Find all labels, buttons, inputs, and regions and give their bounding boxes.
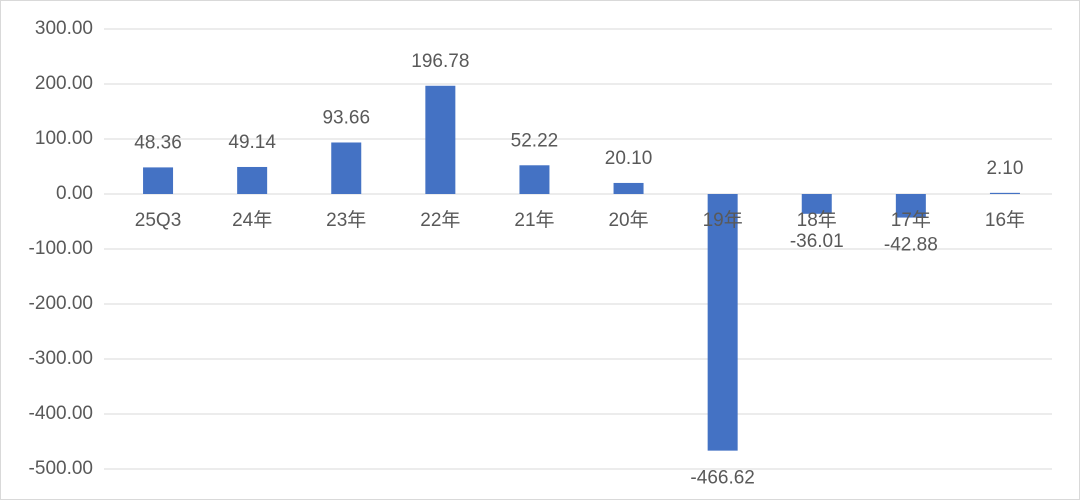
x-tick-label: 22年 bbox=[420, 209, 460, 231]
x-tick-label: 23年 bbox=[326, 209, 366, 231]
value-label: 93.66 bbox=[322, 108, 370, 129]
value-label: 20.10 bbox=[605, 148, 653, 169]
bar bbox=[143, 167, 174, 194]
y-tick-label: 100.00 bbox=[35, 128, 93, 149]
y-tick-label: 0.00 bbox=[56, 183, 93, 204]
y-tick-label: -300.00 bbox=[29, 348, 93, 369]
x-tick-label: 18年 bbox=[797, 209, 837, 231]
bar bbox=[801, 194, 832, 214]
bar bbox=[519, 165, 550, 194]
x-tick-label: 16年 bbox=[985, 209, 1025, 231]
value-label: 2.10 bbox=[986, 158, 1023, 179]
x-tick-label: 21年 bbox=[514, 209, 554, 231]
y-tick-label: -500.00 bbox=[29, 458, 93, 479]
bar bbox=[331, 142, 362, 194]
value-label: -466.62 bbox=[690, 468, 754, 489]
value-label: -36.01 bbox=[790, 231, 844, 252]
y-tick-label: 300.00 bbox=[35, 18, 93, 39]
y-tick-label: -200.00 bbox=[29, 293, 93, 314]
x-tick-label: 17年 bbox=[891, 209, 931, 231]
bar bbox=[425, 85, 456, 194]
bar bbox=[895, 194, 926, 218]
bar bbox=[613, 182, 644, 194]
x-tick-label: 25Q3 bbox=[135, 210, 181, 231]
y-tick-label: -400.00 bbox=[29, 403, 93, 424]
value-label: -42.88 bbox=[884, 235, 938, 256]
y-tick-label: 200.00 bbox=[35, 73, 93, 94]
x-tick-label: 19年 bbox=[703, 209, 743, 231]
bar bbox=[989, 192, 1020, 194]
value-label: 49.14 bbox=[228, 132, 276, 153]
value-label: 52.22 bbox=[511, 130, 559, 151]
value-label: 196.78 bbox=[411, 51, 469, 72]
bar bbox=[237, 166, 268, 194]
x-tick-label: 24年 bbox=[232, 209, 272, 231]
y-tick-label: -100.00 bbox=[29, 238, 93, 259]
x-tick-label: 20年 bbox=[608, 209, 648, 231]
bar bbox=[707, 194, 738, 451]
value-label: 48.36 bbox=[134, 132, 182, 153]
